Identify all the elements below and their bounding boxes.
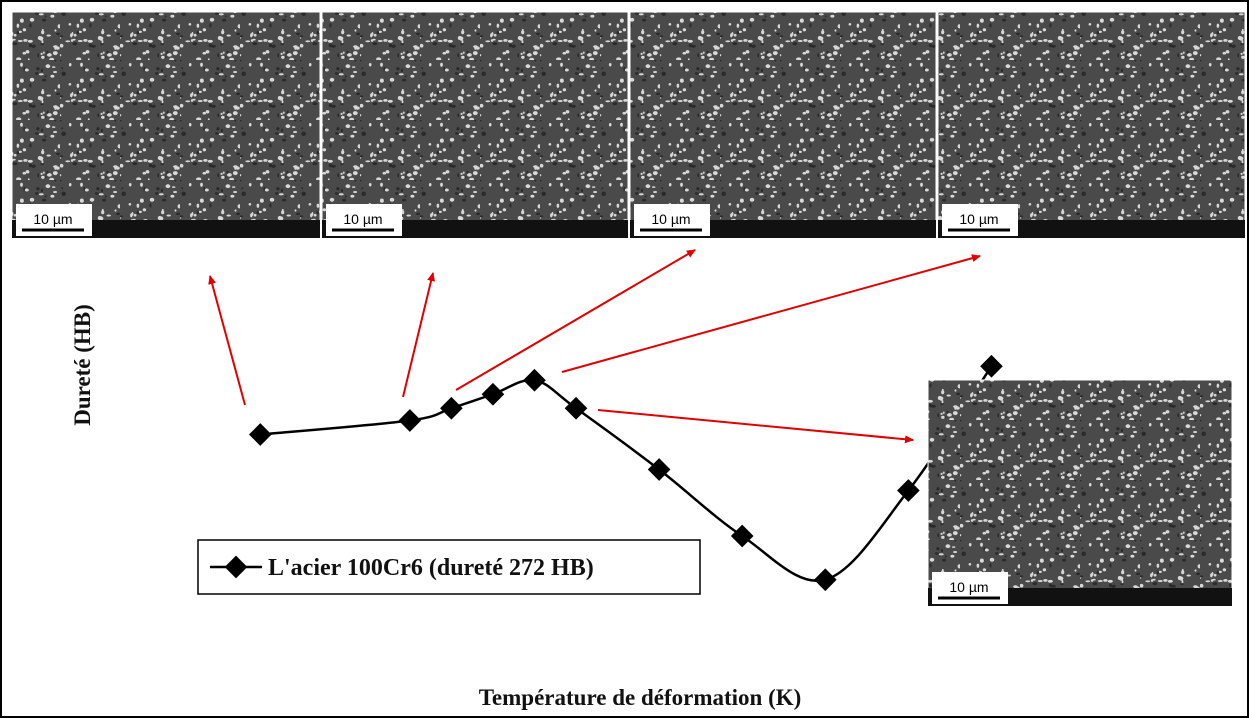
legend: L'acier 100Cr6 (dureté 272 HB) <box>197 539 701 595</box>
marker <box>481 382 505 406</box>
marker <box>248 423 272 446</box>
marker <box>523 368 546 392</box>
sem-image <box>321 11 629 239</box>
sem-image <box>11 11 321 239</box>
marker <box>980 354 1003 378</box>
marker <box>564 396 588 420</box>
marker <box>897 479 920 502</box>
arrows <box>208 249 981 444</box>
sem-image <box>629 11 937 239</box>
marker <box>813 568 837 592</box>
marker <box>398 409 422 432</box>
series-line <box>260 365 993 583</box>
y-axis-title: Dureté (HB) <box>70 304 95 426</box>
marker <box>730 524 754 548</box>
scale-label: 10 µm <box>949 579 988 595</box>
x-axis-title: Température de déformation (K) <box>479 685 802 710</box>
scale-label: 10 µm <box>33 211 72 227</box>
marker <box>647 458 671 481</box>
scale-label: 10 µm <box>959 211 998 227</box>
scale-label: 10 µm <box>343 211 382 227</box>
sem-image <box>937 11 1246 239</box>
legend-label: L'acier 100Cr6 (dureté 272 HB) <box>268 555 594 581</box>
marker <box>440 396 463 420</box>
sem-image <box>927 379 1233 607</box>
scale-label: 10 µm <box>651 211 690 227</box>
